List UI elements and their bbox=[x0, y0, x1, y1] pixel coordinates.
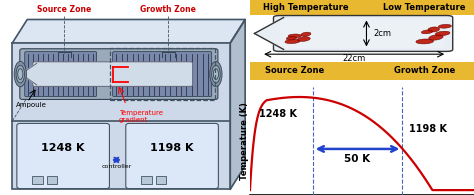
FancyBboxPatch shape bbox=[25, 52, 97, 97]
Ellipse shape bbox=[18, 69, 23, 80]
Text: 2cm: 2cm bbox=[373, 29, 391, 38]
Ellipse shape bbox=[301, 32, 311, 36]
FancyBboxPatch shape bbox=[12, 43, 230, 189]
Bar bbox=[250, 62, 474, 80]
Text: 1248 K: 1248 K bbox=[41, 143, 85, 153]
Ellipse shape bbox=[210, 61, 222, 87]
Bar bbox=[250, 0, 474, 15]
Text: Growth Zone: Growth Zone bbox=[140, 5, 196, 14]
Ellipse shape bbox=[286, 37, 297, 40]
Ellipse shape bbox=[288, 34, 301, 38]
Ellipse shape bbox=[428, 27, 439, 32]
Text: 1248 K: 1248 K bbox=[259, 109, 297, 119]
Ellipse shape bbox=[14, 61, 27, 87]
Text: controller: controller bbox=[101, 164, 131, 169]
Text: 22cm: 22cm bbox=[343, 54, 366, 63]
Bar bbox=[110, 48, 215, 100]
FancyBboxPatch shape bbox=[280, 19, 444, 48]
Text: Source Zone: Source Zone bbox=[265, 66, 324, 75]
Ellipse shape bbox=[212, 65, 220, 83]
Ellipse shape bbox=[435, 31, 450, 36]
Text: Temperature
gradient: Temperature gradient bbox=[119, 110, 163, 123]
Text: Growth Zone: Growth Zone bbox=[394, 66, 456, 75]
Text: 1198 K: 1198 K bbox=[409, 124, 447, 134]
Y-axis label: Temperature (K): Temperature (K) bbox=[239, 102, 248, 180]
FancyBboxPatch shape bbox=[33, 62, 192, 86]
Polygon shape bbox=[255, 18, 283, 49]
Text: 1198 K: 1198 K bbox=[150, 143, 194, 153]
Ellipse shape bbox=[16, 65, 25, 83]
Ellipse shape bbox=[297, 37, 310, 41]
Bar bbox=[32, 176, 43, 184]
FancyBboxPatch shape bbox=[126, 123, 219, 189]
Polygon shape bbox=[21, 63, 36, 85]
Bar bbox=[141, 176, 152, 184]
Ellipse shape bbox=[421, 30, 433, 34]
Polygon shape bbox=[12, 20, 245, 43]
Text: Low Temperature: Low Temperature bbox=[383, 3, 466, 12]
Ellipse shape bbox=[416, 39, 434, 44]
Text: Source Zone: Source Zone bbox=[37, 5, 91, 14]
FancyBboxPatch shape bbox=[113, 52, 212, 97]
Ellipse shape bbox=[429, 35, 443, 40]
Text: High Temperature: High Temperature bbox=[263, 3, 349, 12]
Text: 50 K: 50 K bbox=[345, 154, 371, 164]
Ellipse shape bbox=[213, 69, 219, 80]
FancyBboxPatch shape bbox=[17, 123, 109, 189]
Ellipse shape bbox=[438, 24, 451, 28]
Bar bbox=[47, 176, 57, 184]
Polygon shape bbox=[230, 20, 245, 189]
Text: Ampoule: Ampoule bbox=[16, 102, 47, 108]
FancyBboxPatch shape bbox=[273, 16, 453, 51]
FancyBboxPatch shape bbox=[20, 49, 218, 99]
Ellipse shape bbox=[285, 39, 300, 43]
Bar bbox=[156, 176, 166, 184]
